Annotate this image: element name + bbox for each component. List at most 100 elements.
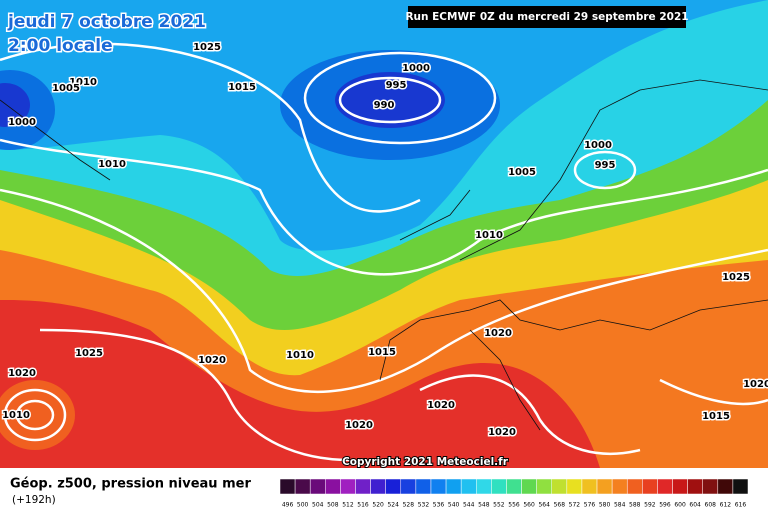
isobar-label: 1020 xyxy=(8,368,36,379)
coastlines xyxy=(0,79,768,431)
scale-cell xyxy=(430,478,447,495)
scale-label: 576 xyxy=(584,502,596,509)
isobar-label: 1010 xyxy=(286,350,314,361)
scale-cell xyxy=(702,478,719,495)
isobar-label: 995 xyxy=(386,80,407,91)
scale-cell xyxy=(294,478,311,495)
scale-label: 504 xyxy=(312,502,324,509)
scale-label: 584 xyxy=(614,502,626,509)
scale-cell xyxy=(415,478,432,495)
scale-cell xyxy=(732,478,749,495)
isobar-label: 1010 xyxy=(98,159,126,170)
isobar-label: 1010 xyxy=(2,410,30,421)
isobar-label: 990 xyxy=(374,100,395,111)
isobar-label: 1015 xyxy=(228,82,256,93)
scale-label: 496 xyxy=(282,502,294,509)
isobar-label: 1015 xyxy=(368,347,396,358)
isobar-label: 1000 xyxy=(584,140,612,151)
scale-label: 520 xyxy=(372,502,384,509)
footer-subtitle: (+192h) xyxy=(12,494,56,506)
scale-label: 580 xyxy=(599,502,611,509)
scale-label: 568 xyxy=(554,502,566,509)
scale-label: 596 xyxy=(659,502,671,509)
isobar-label: 1025 xyxy=(722,272,750,283)
isobar-label: 1025 xyxy=(75,348,103,359)
scale-label: 512 xyxy=(342,502,354,509)
scale-label: 564 xyxy=(538,502,550,509)
date-title: jeudi 7 octobre 2021 xyxy=(7,12,206,32)
isobar-label: 1000 xyxy=(402,63,430,74)
scale-cell xyxy=(400,478,417,495)
scale-label: 608 xyxy=(705,502,717,509)
scale-cell xyxy=(325,478,341,495)
isobar-label: 1020 xyxy=(427,400,455,411)
scale-cell xyxy=(370,478,386,495)
footer-title: Géop. z500, pression niveau mer xyxy=(10,477,251,492)
scale-cell xyxy=(279,478,296,495)
scale-cell xyxy=(657,478,673,495)
scale-label: 528 xyxy=(403,502,415,509)
scale-cell xyxy=(491,478,507,495)
low-core xyxy=(335,72,445,128)
isobar-label: 1015 xyxy=(702,411,730,422)
scale-cell xyxy=(309,478,326,495)
isobar-label: 1020 xyxy=(198,355,226,366)
scale-cell xyxy=(551,478,568,495)
isobar-label: 1020 xyxy=(488,427,516,438)
scale-label: 540 xyxy=(448,502,460,509)
run-info: Run ECMWF 0Z du mercredi 29 septembre 20… xyxy=(405,11,688,23)
low-core xyxy=(0,83,30,127)
scale-label: 560 xyxy=(523,502,535,509)
scale-label: 600 xyxy=(674,502,686,509)
time-title: 2:00 locale xyxy=(8,36,113,56)
scale-cell xyxy=(445,478,462,495)
isobar-label: 1010 xyxy=(475,230,503,241)
scale-label: 516 xyxy=(357,502,369,509)
scale-label: 536 xyxy=(433,502,445,509)
scale-cell xyxy=(717,478,734,495)
scale-cell xyxy=(340,478,356,495)
scale-label: 556 xyxy=(508,502,520,509)
scale-cell xyxy=(506,478,522,495)
scale-cell xyxy=(626,478,643,495)
scale-label: 604 xyxy=(689,502,701,509)
scale-label: 572 xyxy=(569,502,581,509)
color-scale: 496 500 504 508 512 516 520 524 528 532 536 540 544 5… xyxy=(279,478,749,509)
scale-label: 508 xyxy=(327,502,339,509)
scale-label: 612 xyxy=(720,502,732,509)
isobar-label: 1005 xyxy=(52,83,80,94)
scale-label: 532 xyxy=(418,502,430,509)
scale-cell xyxy=(687,478,703,495)
isobar-label: 1005 xyxy=(508,167,536,178)
isobars xyxy=(0,42,768,462)
scale-cell xyxy=(581,478,598,495)
isobar-label: 1025 xyxy=(193,42,221,53)
scale-label: 552 xyxy=(493,502,505,509)
scale-label: 548 xyxy=(478,502,490,509)
scale-cell xyxy=(596,478,613,495)
isobar-label: 1010 xyxy=(69,77,97,88)
scale-label: 544 xyxy=(463,502,475,509)
scale-cell xyxy=(642,478,658,495)
scale-label: 616 xyxy=(735,502,747,509)
isobar-label: 1020 xyxy=(345,420,373,431)
copyright: Copyright 2021 Meteociel.fr xyxy=(342,456,509,468)
scale-cell xyxy=(566,478,583,495)
run-box xyxy=(408,6,686,28)
scale-cell xyxy=(536,478,552,495)
isobar-label: 1020 xyxy=(743,379,768,390)
isobar-label: 1020 xyxy=(484,328,512,339)
scale-cell xyxy=(521,478,537,495)
scale-cell xyxy=(672,478,688,495)
scale-cell xyxy=(355,478,371,495)
scale-label: 524 xyxy=(387,502,399,509)
scale-cell xyxy=(385,478,402,495)
isobar-label: 1000 xyxy=(8,117,36,128)
scale-cell xyxy=(460,478,477,495)
isobar-label: 995 xyxy=(595,160,616,171)
scale-cell xyxy=(611,478,628,495)
scale-cell xyxy=(476,478,492,495)
scale-label: 592 xyxy=(644,502,656,509)
